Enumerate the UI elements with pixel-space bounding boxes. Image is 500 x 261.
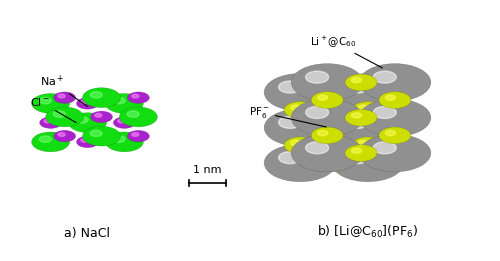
- Text: Li$^+$@C$_{60}$: Li$^+$@C$_{60}$: [310, 34, 382, 68]
- Circle shape: [306, 71, 328, 83]
- Circle shape: [53, 111, 66, 117]
- Text: a) NaCl: a) NaCl: [64, 227, 110, 240]
- Circle shape: [58, 94, 65, 98]
- Circle shape: [306, 106, 328, 118]
- Circle shape: [318, 84, 350, 101]
- Circle shape: [352, 77, 362, 83]
- Text: PF$_6^-$: PF$_6^-$: [249, 105, 326, 127]
- Circle shape: [76, 98, 98, 109]
- Circle shape: [278, 81, 301, 93]
- Circle shape: [291, 134, 363, 172]
- Circle shape: [118, 119, 125, 123]
- Circle shape: [374, 106, 396, 118]
- Circle shape: [290, 140, 301, 146]
- Circle shape: [39, 136, 52, 142]
- Circle shape: [81, 100, 88, 104]
- Circle shape: [120, 107, 158, 127]
- Circle shape: [374, 71, 396, 83]
- Circle shape: [386, 95, 396, 100]
- Circle shape: [58, 133, 65, 136]
- Circle shape: [39, 97, 52, 104]
- Circle shape: [54, 130, 76, 142]
- Circle shape: [132, 133, 139, 136]
- Circle shape: [324, 158, 334, 163]
- Circle shape: [90, 92, 102, 98]
- Circle shape: [359, 99, 431, 137]
- Circle shape: [345, 109, 377, 126]
- Circle shape: [76, 136, 98, 148]
- Circle shape: [128, 92, 150, 103]
- Circle shape: [278, 116, 301, 128]
- Circle shape: [290, 105, 301, 110]
- Circle shape: [40, 117, 62, 128]
- Circle shape: [346, 81, 369, 93]
- Circle shape: [352, 113, 362, 118]
- Circle shape: [386, 130, 396, 136]
- Circle shape: [81, 139, 88, 142]
- Circle shape: [284, 137, 316, 154]
- Circle shape: [352, 148, 362, 153]
- Circle shape: [264, 74, 336, 111]
- Circle shape: [324, 87, 334, 93]
- Circle shape: [311, 92, 343, 108]
- Circle shape: [291, 64, 363, 101]
- Circle shape: [106, 93, 144, 113]
- Circle shape: [264, 109, 336, 146]
- Circle shape: [374, 142, 396, 154]
- Circle shape: [379, 127, 411, 144]
- Circle shape: [264, 144, 336, 182]
- Circle shape: [332, 109, 404, 146]
- Circle shape: [346, 152, 369, 164]
- Circle shape: [128, 130, 150, 142]
- Circle shape: [90, 130, 102, 137]
- Circle shape: [132, 94, 139, 98]
- Circle shape: [318, 130, 328, 136]
- Text: 1 nm: 1 nm: [193, 165, 222, 175]
- Circle shape: [127, 111, 139, 117]
- Circle shape: [90, 111, 112, 123]
- Circle shape: [358, 140, 368, 146]
- Circle shape: [358, 105, 368, 110]
- Circle shape: [284, 102, 316, 118]
- Circle shape: [345, 74, 377, 91]
- Circle shape: [332, 144, 404, 182]
- Circle shape: [82, 88, 120, 108]
- Circle shape: [113, 97, 125, 104]
- Circle shape: [278, 152, 301, 164]
- Circle shape: [113, 136, 125, 142]
- Circle shape: [324, 123, 334, 128]
- Circle shape: [76, 117, 88, 123]
- Circle shape: [318, 95, 328, 100]
- Circle shape: [32, 93, 70, 113]
- Text: Na$^+$: Na$^+$: [40, 74, 88, 107]
- Circle shape: [106, 132, 144, 152]
- Circle shape: [54, 92, 76, 103]
- Text: Cl$^-$: Cl$^-$: [30, 96, 76, 123]
- Circle shape: [379, 92, 411, 108]
- Circle shape: [318, 155, 350, 171]
- Circle shape: [332, 74, 404, 111]
- Circle shape: [95, 114, 102, 117]
- Circle shape: [359, 134, 431, 172]
- Circle shape: [291, 99, 363, 137]
- Circle shape: [32, 132, 70, 152]
- Circle shape: [114, 117, 136, 128]
- Circle shape: [352, 137, 384, 154]
- Circle shape: [306, 142, 328, 154]
- Circle shape: [346, 116, 369, 128]
- Circle shape: [359, 64, 431, 101]
- Circle shape: [68, 113, 106, 133]
- Circle shape: [44, 119, 51, 123]
- Circle shape: [311, 127, 343, 144]
- Circle shape: [352, 102, 384, 118]
- Text: b) [Li@C$_{60}$](PF$_{6}$): b) [Li@C$_{60}$](PF$_{6}$): [317, 224, 418, 240]
- Circle shape: [46, 107, 84, 127]
- Circle shape: [345, 145, 377, 161]
- Circle shape: [82, 126, 120, 146]
- Circle shape: [318, 119, 350, 136]
